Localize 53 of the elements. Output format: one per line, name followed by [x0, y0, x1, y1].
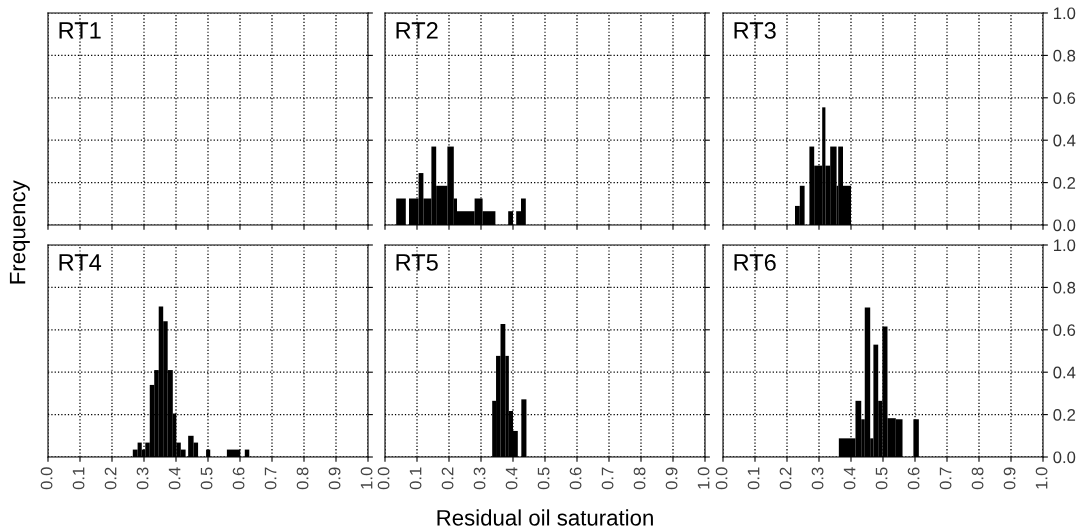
- x-tick-label: 0.4: [168, 467, 181, 490]
- x-tick-label: 0.8: [633, 467, 646, 490]
- y-tick-label: 0.8: [1053, 49, 1076, 62]
- x-tick-label: 0.0: [377, 467, 390, 490]
- y-tick-label: 0.0: [1053, 219, 1076, 232]
- x-tick-label: 0.9: [1003, 467, 1016, 490]
- y-tick-label: 0.2: [1053, 177, 1076, 189]
- x-tick-label: 0.5: [875, 467, 888, 490]
- y-tick-label: 0.6: [1053, 92, 1076, 104]
- y-tick-label: 0.4: [1053, 366, 1076, 379]
- x-tick-label: 0.9: [328, 467, 341, 490]
- x-tick-label: 0.7: [601, 467, 614, 490]
- x-tick-label: 1.0: [697, 467, 710, 489]
- x-tick-label: 0.7: [264, 467, 277, 490]
- x-tick-label: 0.1: [72, 467, 85, 490]
- y-tick-label: 0.2: [1053, 409, 1076, 421]
- x-tick-label: 0.8: [971, 467, 984, 490]
- y-tick-label: 0.8: [1053, 281, 1076, 294]
- y-tick-label: 0.0: [1053, 451, 1076, 464]
- x-tick-label: 1.0: [1035, 467, 1048, 489]
- chart-title: RT1: [59, 22, 101, 39]
- x-tick-label: 0.5: [537, 467, 550, 490]
- x-tick-label: 0.2: [104, 467, 117, 490]
- x-axis-title: Residual oil saturation: [437, 509, 653, 526]
- chart-title: RT6: [734, 254, 776, 271]
- x-tick-label: 0.1: [409, 467, 422, 490]
- x-tick-label: 0.3: [136, 467, 149, 490]
- x-tick-label: 0.6: [569, 467, 582, 490]
- chart-title: RT3: [734, 22, 776, 39]
- y-tick-label: 0.4: [1053, 134, 1076, 147]
- x-tick-label: 0.7: [939, 467, 952, 490]
- x-tick-label: 0.3: [473, 467, 486, 490]
- x-tick-label: 0.6: [232, 467, 245, 490]
- y-axis-title: Frequency: [9, 180, 30, 284]
- y-tick-label: 1.0: [1053, 7, 1076, 20]
- x-tick-label: 0.0: [40, 467, 53, 490]
- x-tick-label: 0.5: [200, 467, 213, 490]
- x-tick-label: 0.2: [441, 467, 454, 490]
- chart-title: RT5: [396, 254, 438, 271]
- chart-title: RT2: [396, 22, 438, 39]
- y-tick-label: 1.0: [1053, 239, 1076, 252]
- y-tick-label: 0.6: [1053, 324, 1076, 336]
- chart-title: RT4: [59, 254, 102, 271]
- x-tick-label: 0.6: [907, 467, 920, 490]
- x-tick-label: 0.3: [811, 467, 824, 490]
- x-tick-label: 0.4: [505, 467, 518, 490]
- x-tick-label: 0.1: [747, 467, 760, 490]
- x-tick-label: 0.8: [296, 467, 309, 490]
- x-tick-label: 0.0: [715, 467, 728, 490]
- x-tick-label: 1.0: [360, 467, 373, 489]
- x-tick-label: 0.9: [665, 467, 678, 490]
- x-tick-label: 0.4: [843, 467, 856, 490]
- x-tick-label: 0.2: [779, 467, 792, 490]
